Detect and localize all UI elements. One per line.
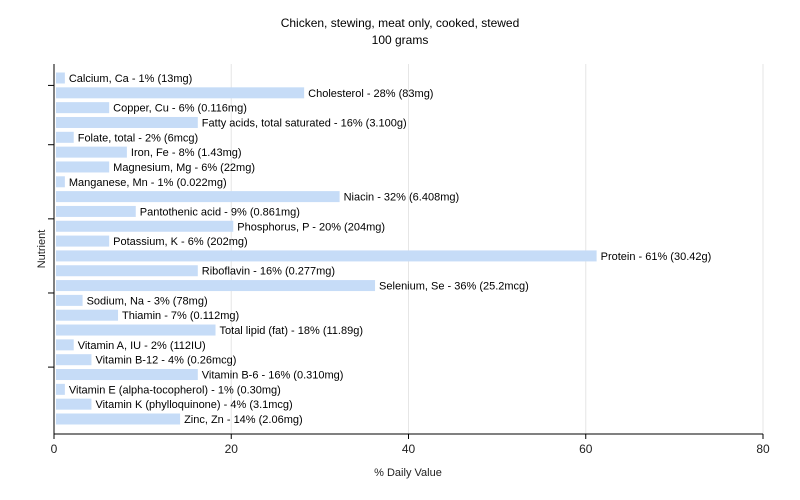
bar (56, 339, 74, 351)
x-tick-label: 60 (579, 442, 593, 456)
bar-label: Vitamin A, IU - 2% (112IU) (78, 340, 206, 352)
bar-label: Magnesium, Mg - 6% (22mg) (113, 162, 255, 174)
x-tick-label: 20 (225, 442, 239, 456)
axes (48, 64, 764, 439)
bar (56, 131, 74, 143)
bar (56, 265, 198, 277)
chart-title: Chicken, stewing, meat only, cooked, ste… (281, 16, 520, 30)
bar (56, 354, 92, 366)
bar (56, 324, 216, 336)
bar (56, 294, 83, 306)
bar (56, 398, 92, 410)
x-axis-label: % Daily Value (374, 467, 442, 479)
gridlines (230, 64, 764, 434)
y-axis-label: Nutrient (36, 230, 48, 269)
bar-label: Total lipid (fat) - 18% (11.89g) (220, 325, 363, 337)
bar (56, 191, 340, 203)
bar (56, 176, 65, 188)
bar-label: Thiamin - 7% (0.112mg) (122, 310, 239, 322)
bar (56, 369, 198, 381)
bar (56, 250, 597, 262)
bars (56, 72, 597, 425)
bar (56, 205, 136, 217)
bar-label: Phosphorus, P - 20% (204mg) (237, 221, 385, 233)
bar-label: Vitamin K (phylloquinone) - 4% (3.1mcg) (95, 399, 292, 411)
bar (56, 220, 234, 232)
bar-label: Vitamin E (alpha-tocopherol) - 1% (0.30m… (69, 384, 281, 396)
bar-label: Manganese, Mn - 1% (0.022mg) (69, 177, 227, 189)
bar-label: Vitamin B-6 - 16% (0.310mg) (202, 370, 344, 382)
bar (56, 413, 181, 425)
bar-label: Folate, total - 2% (6mcg) (78, 132, 198, 144)
bar-label: Potassium, K - 6% (202mg) (113, 236, 248, 248)
bar (56, 309, 119, 321)
bar-label: Iron, Fe - 8% (1.43mg) (131, 147, 242, 159)
bar (56, 116, 198, 128)
bar-label: Selenium, Se - 36% (25.2mcg) (379, 281, 529, 293)
x-tick-labels: 0 20 40 60 80 (51, 442, 770, 456)
bar (56, 146, 127, 158)
bar-label: Vitamin B-12 - 4% (0.26mcg) (95, 355, 236, 367)
bar-label: Protein - 61% (30.42g) (601, 251, 712, 263)
bar-label: Cholesterol - 28% (83mg) (308, 88, 433, 100)
chart-subtitle: 100 grams (372, 33, 429, 47)
bar (56, 280, 376, 292)
x-tick-label: 40 (402, 442, 416, 456)
bar (56, 235, 110, 247)
bar (56, 161, 110, 173)
bar-label: Fatty acids, total saturated - 16% (3.10… (202, 117, 407, 129)
bar (56, 72, 65, 84)
bar-label: Sodium, Na - 3% (78mg) (87, 295, 208, 307)
bar-label: Copper, Cu - 6% (0.116mg) (113, 103, 247, 115)
x-tick-label: 80 (756, 442, 770, 456)
bar (56, 383, 65, 395)
bar-label: Riboflavin - 16% (0.277mg) (202, 266, 335, 278)
bar-label: Niacin - 32% (6.408mg) (344, 192, 460, 204)
bar (56, 102, 110, 114)
bar-label: Pantothenic acid - 9% (0.861mg) (140, 206, 300, 218)
bar-label: Zinc, Zn - 14% (2.06mg) (184, 414, 303, 426)
x-tick-label: 0 (51, 442, 58, 456)
bar-labels: Calcium, Ca - 1% (13mg) Cholesterol - 28%… (69, 73, 711, 426)
bar-label: Calcium, Ca - 1% (13mg) (69, 73, 192, 85)
bar (56, 87, 305, 99)
